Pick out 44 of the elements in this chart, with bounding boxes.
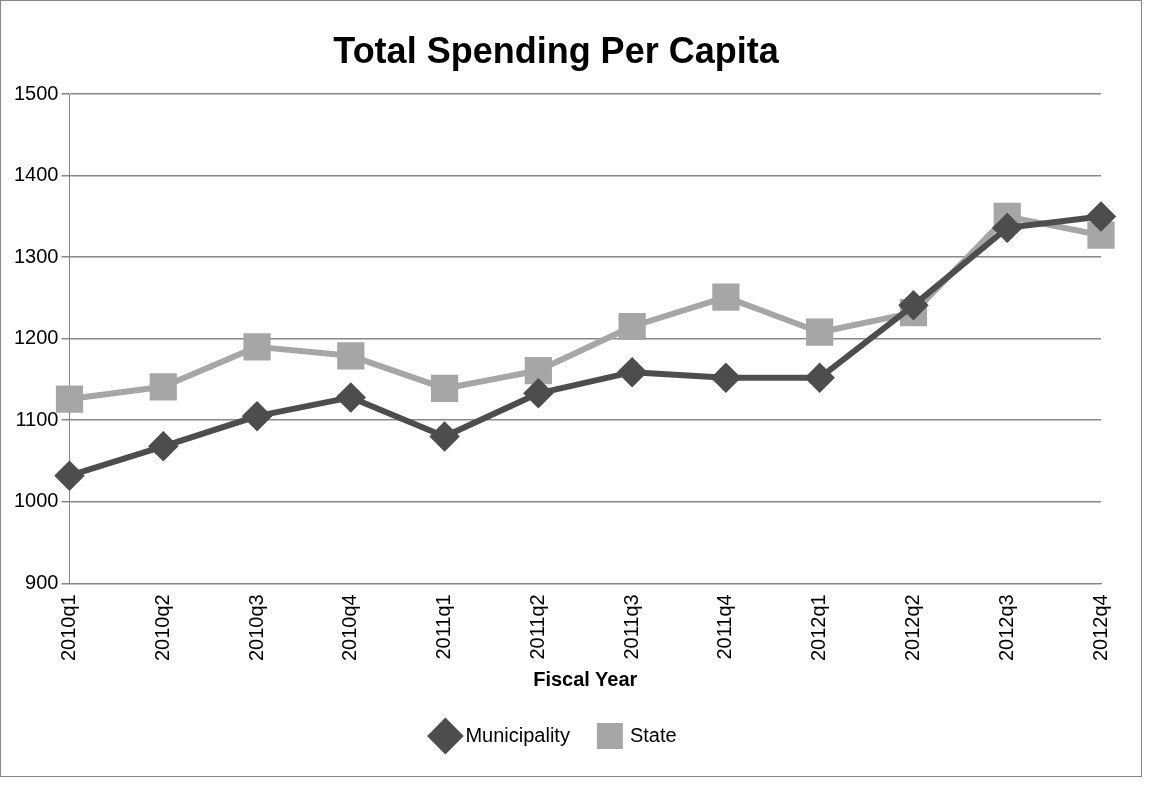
- x-tick-label: 2011q1: [432, 594, 455, 660]
- x-tick-label: 2012q1: [807, 594, 830, 662]
- point: [711, 363, 740, 392]
- point: [618, 358, 647, 387]
- point: [55, 461, 84, 490]
- point: [618, 312, 646, 341]
- x-tick-label: 2010q4: [338, 594, 361, 662]
- x-tick-label: 2010q1: [57, 594, 80, 662]
- x-tick-label: 2011q4: [713, 594, 736, 660]
- y-tick-label: 1000: [13, 489, 59, 512]
- x-tick-label: 2010q3: [244, 594, 267, 662]
- y-tick-label: 1500: [13, 81, 59, 104]
- point: [899, 291, 928, 320]
- x-tick-label: 2010q2: [150, 594, 173, 662]
- point: [243, 402, 272, 431]
- point: [55, 385, 84, 413]
- y-tick-label: 1300: [13, 244, 59, 267]
- point: [712, 283, 740, 311]
- chart-title: Total Spending Per Capita: [333, 29, 780, 71]
- y-tick-label: 1200: [13, 326, 59, 349]
- legend-label: State: [629, 723, 677, 746]
- x-tick-label: 2012q2: [900, 594, 923, 662]
- y-tick-label: 1100: [15, 407, 59, 430]
- point: [806, 318, 834, 346]
- point: [337, 342, 365, 370]
- point: [149, 432, 178, 461]
- point: [243, 333, 271, 361]
- y-tick-label: 900: [25, 570, 59, 593]
- legend-label: Municipality: [465, 723, 570, 746]
- x-tick-label: 2011q2: [525, 594, 548, 660]
- x-tick-label: 2011q3: [619, 594, 642, 660]
- point: [805, 363, 834, 392]
- point: [524, 356, 552, 385]
- x-tick-label: 2012q4: [1088, 594, 1111, 662]
- point: [430, 374, 459, 403]
- point: [336, 383, 365, 412]
- point: [993, 213, 1022, 242]
- point: [524, 379, 553, 408]
- y-tick-label: 1400: [13, 163, 59, 186]
- point: [1087, 202, 1115, 231]
- point: [149, 373, 177, 401]
- x-axis-title: Fiscal Year: [533, 667, 638, 690]
- point: [430, 422, 459, 451]
- x-tick-label: 2012q3: [994, 594, 1017, 662]
